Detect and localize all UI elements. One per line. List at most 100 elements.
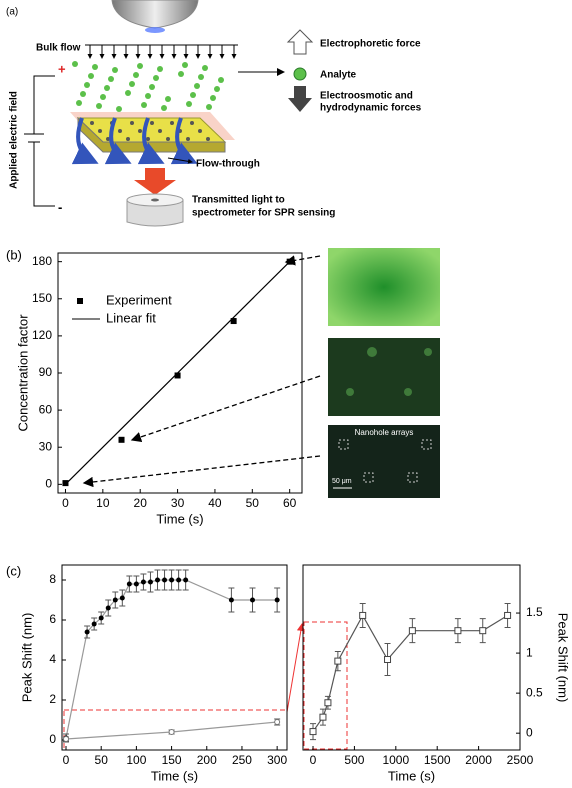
dot bbox=[133, 72, 139, 78]
pointer bbox=[167, 157, 193, 164]
dot bbox=[129, 81, 135, 87]
hole bbox=[118, 129, 122, 133]
dot bbox=[206, 104, 212, 110]
y-tick-label: 1.5 bbox=[526, 605, 543, 619]
dot bbox=[104, 85, 110, 91]
x-tick-label: 0 bbox=[310, 753, 317, 767]
x-tick-label: 50 bbox=[95, 753, 109, 767]
marker bbox=[91, 621, 97, 627]
analyte-dots bbox=[72, 61, 224, 112]
marker bbox=[319, 713, 327, 721]
nanohole-squares bbox=[338, 439, 432, 483]
dot bbox=[141, 102, 147, 108]
image-label: Nanohole arrays bbox=[355, 428, 414, 437]
marker bbox=[162, 577, 168, 583]
detector bbox=[126, 199, 184, 227]
marker bbox=[183, 577, 189, 583]
marker bbox=[119, 595, 125, 601]
legend-label: Experiment bbox=[106, 292, 172, 307]
hole bbox=[158, 129, 162, 133]
x-tick-label: 60 bbox=[283, 496, 297, 510]
bulk-flow-label: Bulk flow bbox=[36, 43, 81, 54]
marker bbox=[155, 577, 161, 583]
panel-label: (a) bbox=[6, 7, 18, 18]
hole bbox=[98, 129, 102, 133]
hole bbox=[190, 121, 194, 125]
transmitted-label: Transmitted light to bbox=[192, 195, 285, 206]
electroosmotic-label: Electroosmotic and bbox=[320, 91, 413, 102]
hole bbox=[150, 121, 154, 125]
series-line bbox=[312, 614, 508, 732]
y-tick-label: 90 bbox=[39, 365, 53, 379]
marker bbox=[324, 699, 332, 707]
x-tick-label: 1000 bbox=[382, 753, 409, 767]
marker bbox=[169, 577, 175, 583]
x-tick-label: 40 bbox=[208, 496, 222, 510]
hole bbox=[170, 121, 174, 125]
dot bbox=[218, 77, 224, 83]
dot bbox=[92, 64, 98, 70]
y-tick-label: 0.5 bbox=[526, 685, 543, 699]
dot bbox=[161, 105, 167, 111]
dot bbox=[84, 82, 90, 88]
dot bbox=[198, 74, 204, 80]
marker bbox=[62, 480, 69, 487]
detector-hole bbox=[151, 198, 159, 202]
x-tick-label: 30 bbox=[171, 496, 185, 510]
dot bbox=[137, 63, 143, 69]
dot bbox=[178, 71, 184, 77]
flow-arrows bbox=[87, 45, 237, 59]
electrophoretic-label: Electrophoretic force bbox=[320, 39, 421, 50]
marker bbox=[133, 581, 139, 587]
plot-frame bbox=[302, 564, 521, 751]
legend-label: Linear fit bbox=[106, 310, 156, 325]
marker bbox=[274, 719, 281, 725]
x-tick-label: 1500 bbox=[424, 753, 451, 767]
x-axis-label: Time (s) bbox=[151, 768, 198, 783]
plot-frame bbox=[61, 564, 288, 751]
dot bbox=[108, 76, 114, 82]
marker bbox=[176, 577, 182, 583]
y-tick-label: 180 bbox=[32, 254, 52, 268]
dot bbox=[190, 92, 196, 98]
marker bbox=[504, 611, 512, 619]
marker bbox=[105, 605, 111, 611]
dot bbox=[165, 96, 171, 102]
marker bbox=[309, 728, 317, 736]
hole bbox=[198, 129, 202, 133]
dot bbox=[112, 67, 118, 73]
dot bbox=[116, 106, 122, 112]
hole bbox=[138, 129, 142, 133]
panel-label: (c) bbox=[6, 563, 21, 578]
marker bbox=[250, 597, 256, 603]
dot bbox=[149, 84, 155, 90]
hole bbox=[146, 137, 150, 141]
dot bbox=[186, 101, 192, 107]
fluorescence-image bbox=[328, 425, 440, 498]
minus: - bbox=[58, 199, 62, 214]
light bbox=[145, 27, 165, 33]
hole bbox=[186, 137, 190, 141]
flow-through-label: Flow-through bbox=[196, 159, 260, 170]
marker bbox=[63, 736, 70, 742]
electrophoretic-icon bbox=[286, 29, 314, 55]
x-axis-label: Time (s) bbox=[156, 511, 203, 526]
x-tick-label: 0 bbox=[63, 753, 70, 767]
x-tick-label: 300 bbox=[267, 753, 287, 767]
x-tick-label: 2000 bbox=[465, 753, 492, 767]
dot bbox=[76, 100, 82, 106]
marker bbox=[174, 372, 181, 379]
dot bbox=[96, 103, 102, 109]
dot bbox=[210, 95, 216, 101]
analyte-label: Analyte bbox=[320, 70, 357, 81]
image-spots bbox=[346, 347, 432, 396]
marker bbox=[147, 579, 153, 585]
electroosmotic-label: hydrodynamic forces bbox=[320, 103, 422, 114]
light-arrow bbox=[134, 168, 176, 195]
marker bbox=[98, 615, 104, 621]
fluorescence-image bbox=[328, 248, 440, 326]
zoom-box bbox=[63, 709, 288, 751]
y-axis-label: Concentration factor bbox=[15, 314, 30, 432]
y-tick-label: 2 bbox=[49, 692, 56, 706]
y-axis-label: Peak Shift (nm) bbox=[556, 613, 571, 703]
